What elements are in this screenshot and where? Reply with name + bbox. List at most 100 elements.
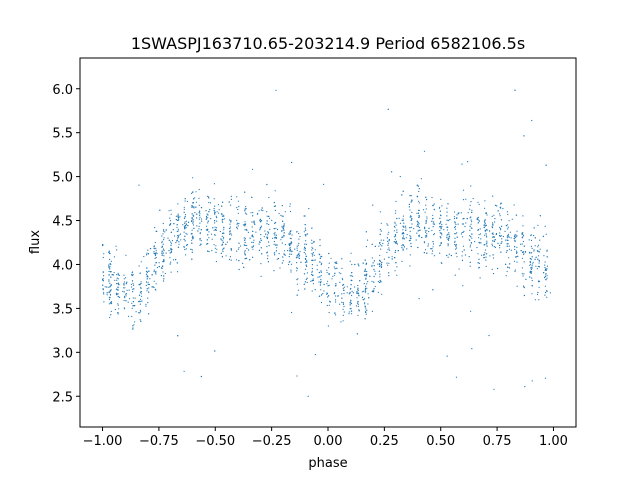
data-point — [140, 293, 142, 295]
data-point — [387, 108, 389, 110]
data-point — [396, 231, 398, 233]
data-point — [456, 232, 458, 234]
data-point — [288, 263, 290, 266]
data-point — [267, 255, 269, 257]
data-point — [326, 304, 328, 307]
data-point — [365, 310, 367, 312]
data-point — [318, 281, 320, 283]
data-point — [175, 242, 177, 244]
data-point — [117, 303, 119, 305]
x-tick-label: 0.25 — [370, 434, 399, 449]
data-point — [110, 302, 112, 304]
data-point — [199, 210, 201, 212]
data-point — [511, 218, 513, 220]
data-point — [425, 196, 427, 198]
data-point — [221, 244, 223, 246]
data-point — [289, 249, 292, 251]
data-point — [335, 301, 337, 303]
data-point — [161, 252, 163, 254]
data-point — [531, 119, 533, 122]
data-point — [147, 283, 149, 285]
data-point — [268, 217, 271, 219]
data-point — [123, 287, 125, 289]
data-point — [132, 328, 134, 330]
data-point — [258, 210, 260, 212]
data-point — [183, 231, 185, 233]
data-point — [146, 288, 148, 290]
data-point — [145, 305, 147, 307]
data-point — [469, 229, 471, 231]
data-point — [531, 279, 533, 282]
data-point — [439, 245, 441, 247]
data-point — [364, 289, 366, 291]
data-point — [296, 294, 298, 296]
data-point — [310, 280, 312, 282]
data-point — [523, 234, 525, 236]
data-point — [457, 223, 459, 225]
data-point — [148, 291, 150, 293]
data-point — [280, 239, 282, 241]
data-point — [110, 314, 112, 316]
data-point — [296, 256, 298, 258]
data-point — [230, 221, 232, 223]
y-tick-label: 3.0 — [52, 346, 73, 361]
data-point — [433, 234, 435, 236]
data-point — [394, 241, 397, 243]
data-point — [506, 270, 508, 273]
data-point — [153, 269, 155, 271]
data-point — [424, 228, 426, 230]
data-point — [132, 301, 134, 303]
data-point — [461, 236, 464, 238]
data-point — [228, 219, 231, 221]
data-point — [316, 269, 318, 271]
data-point — [170, 261, 172, 263]
data-point — [167, 237, 169, 239]
data-point — [456, 247, 458, 249]
data-point — [342, 302, 344, 304]
data-point — [122, 290, 124, 292]
data-point — [454, 226, 456, 228]
data-point — [258, 249, 260, 251]
data-point — [117, 286, 119, 288]
data-point — [223, 214, 225, 216]
data-point — [379, 242, 381, 244]
data-point — [281, 205, 283, 207]
data-point — [372, 291, 375, 293]
data-point — [410, 242, 412, 245]
data-point — [199, 222, 201, 224]
data-point — [341, 297, 343, 299]
data-point — [109, 316, 111, 319]
data-point — [462, 199, 465, 201]
data-point — [410, 236, 412, 238]
data-point — [423, 252, 425, 254]
data-point — [405, 237, 407, 239]
data-point — [480, 254, 483, 256]
data-point — [268, 223, 270, 226]
data-point — [208, 231, 210, 233]
data-point — [223, 229, 225, 231]
data-point — [470, 227, 472, 229]
data-point — [288, 233, 290, 235]
data-point — [364, 268, 366, 270]
data-point — [483, 224, 485, 226]
data-point — [505, 263, 507, 265]
data-point — [192, 221, 194, 223]
data-point — [373, 268, 375, 271]
data-point — [192, 202, 194, 204]
data-point — [140, 320, 142, 322]
data-point — [253, 239, 255, 241]
data-point — [205, 210, 207, 212]
data-point — [323, 183, 325, 185]
data-point — [528, 239, 530, 241]
data-point — [155, 252, 157, 254]
data-point — [106, 292, 108, 294]
data-point — [215, 260, 217, 263]
data-point — [153, 247, 155, 250]
data-point — [163, 237, 165, 239]
data-point — [477, 262, 479, 264]
data-point — [365, 231, 367, 233]
data-point — [205, 225, 208, 227]
data-point — [418, 188, 420, 190]
data-point — [340, 321, 342, 323]
data-point — [291, 311, 293, 314]
